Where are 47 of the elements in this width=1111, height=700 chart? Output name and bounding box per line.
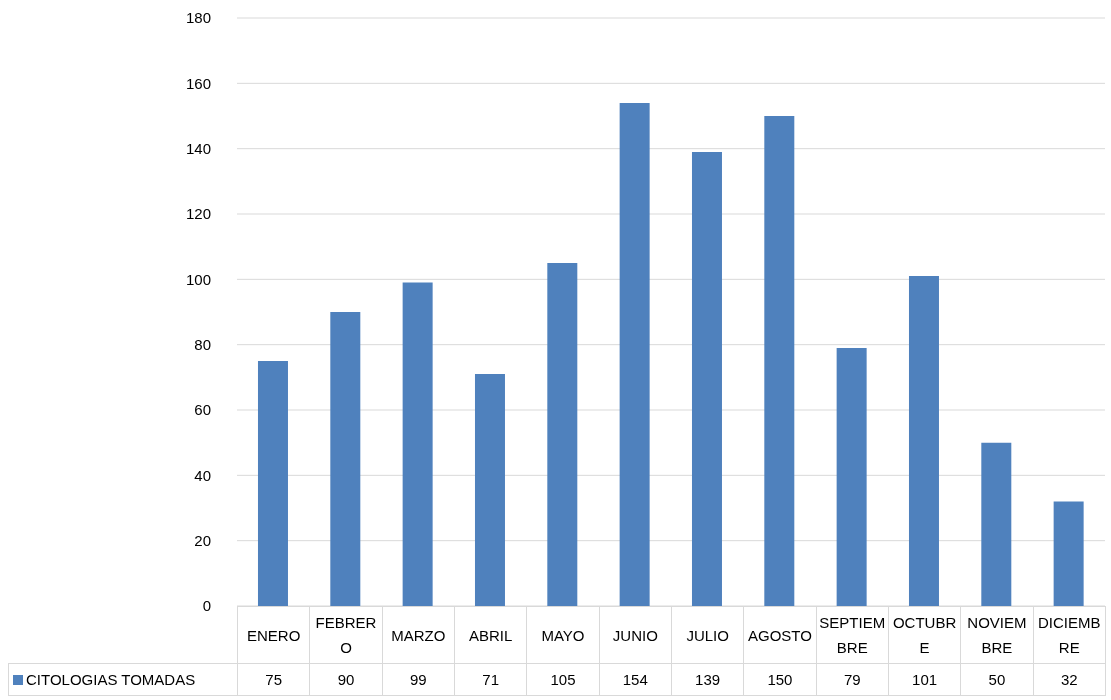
data-label: 79 [816, 663, 889, 696]
bar [981, 442, 1012, 606]
y-tick-label: 40 [194, 466, 211, 484]
data-label: 99 [382, 663, 455, 696]
bar [257, 361, 288, 606]
data-label: 90 [309, 663, 383, 696]
y-tick-label: 120 [185, 205, 211, 223]
y-tick-label: 0 [202, 597, 211, 615]
data-label: 105 [526, 663, 600, 696]
bar [402, 282, 433, 606]
x-tick-label: FEBRERO [309, 606, 383, 664]
y-tick-label: 180 [185, 9, 211, 27]
x-tick-label: OCTUBRE [888, 606, 961, 664]
bar [547, 263, 578, 606]
x-tick-label: MARZO [382, 606, 455, 664]
y-tick-label: 20 [194, 531, 211, 549]
y-tick-label: 160 [185, 74, 211, 92]
bar [691, 151, 722, 606]
data-label: 50 [960, 663, 1034, 696]
bar [619, 102, 650, 606]
x-tick-label: JUNIO [599, 606, 672, 664]
bar [1053, 501, 1084, 606]
x-tick-label: ABRIL [454, 606, 527, 664]
x-tick-label: MAYO [526, 606, 600, 664]
x-tick-label: ENERO [237, 606, 310, 664]
x-tick-label: AGOSTO [743, 606, 817, 664]
x-tick-label: DICIEMBRE [1033, 606, 1106, 664]
bar [330, 312, 361, 606]
data-label: 154 [599, 663, 672, 696]
bar [908, 276, 939, 606]
data-label: 150 [743, 663, 817, 696]
x-tick-label: SEPTIEMBRE [816, 606, 889, 664]
x-tick-label: JULIO [671, 606, 744, 664]
y-tick-label: 140 [185, 139, 211, 157]
y-tick-label: 100 [185, 270, 211, 288]
legend-label: CITOLOGIAS TOMADAS [8, 663, 238, 696]
bar [764, 116, 795, 606]
y-tick-label: 60 [194, 401, 211, 419]
bar [836, 347, 867, 606]
x-tick-label: NOVIEMBRE [960, 606, 1034, 664]
data-label: 71 [454, 663, 527, 696]
data-label: 101 [888, 663, 961, 696]
data-label: 139 [671, 663, 744, 696]
bar [474, 374, 505, 606]
y-tick-label: 80 [194, 335, 211, 353]
data-label: 32 [1033, 663, 1106, 696]
data-label: 75 [237, 663, 310, 696]
